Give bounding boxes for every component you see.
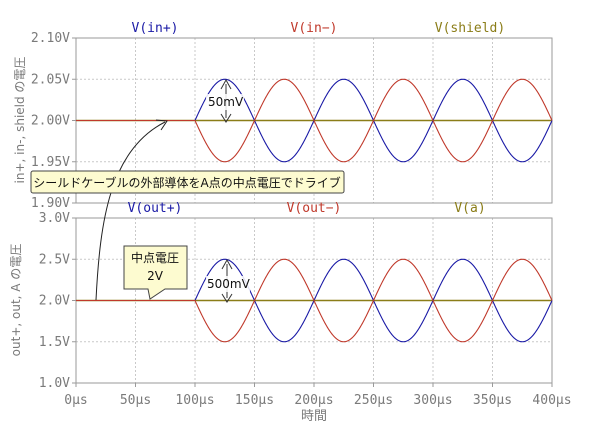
shield-note-text: シールドケーブルの外部導体をA点の中点電圧でドライブ [33,175,341,190]
y-tick-label: 2.00V [31,114,70,129]
x-tick-label: 300µs [413,393,452,408]
bottom-panel-y-label: out+, out, A の電圧 [9,244,23,357]
top-panel-y-label: in+, in-, shield の電圧 [13,57,27,184]
y-tick-label: 1.95V [31,155,70,170]
midpoint-note-value: 2V [147,269,164,283]
amplitude-annotation-top: 50mV [206,78,244,123]
legend-entry: V(a) [454,201,485,216]
legend-entry: V(in+) [132,21,179,36]
series-line [76,258,553,343]
x-tick-label: 100µs [175,393,214,408]
y-tick-label: 2.05V [31,72,70,87]
x-tick-label: 350µs [473,393,512,408]
series-line [76,78,553,163]
top-panel-series [76,78,553,163]
x-tick-label: 150µs [235,393,274,408]
x-tick-label: 250µs [354,393,393,408]
y-tick-label: 2.10V [31,31,70,46]
top-panel: 2.10V 2.05V 2.00V 1.95V 1.90V in+, in-, shie… [13,21,553,211]
amplitude-label-top: 50mV [208,95,244,109]
x-axis-ticks: 0µs 50µs 100µs 150µs 200µs 250µs 300µs 350µs 400… [64,383,572,408]
bottom-panel-series [76,258,553,343]
legend-entry: V(shield) [435,21,505,36]
x-tick-label: 400µs [532,393,571,408]
y-tick-label: 2.5V [39,252,70,267]
x-axis-label: 時間 [301,409,327,424]
x-tick-label: 0µs [64,393,87,408]
midpoint-note-title: 中点電圧 [131,250,179,265]
shield-note: シールドケーブルの外部導体をA点の中点電圧でドライブ [30,170,345,194]
y-tick-label: 3.0V [39,211,70,226]
top-panel-legend: V(in+) V(in−) V(shield) [132,21,506,36]
bottom-panel-legend: V(out+) V(out−) V(a) [128,201,486,216]
legend-entry: V(in−) [291,21,338,36]
bottom-panel-y-ticks: 3.0V 2.5V 2.0V 1.5V 1.0V [39,211,76,391]
legend-entry: V(out−) [287,201,342,216]
bottom-panel: 3.0V 2.5V 2.0V 1.5V 1.0V out+, out, A の電圧 V(… [9,201,553,391]
legend-entry: V(out+) [128,201,183,216]
top-panel-y-ticks: 2.10V 2.05V 2.00V 1.95V 1.90V [31,31,76,211]
x-tick-label: 200µs [294,393,333,408]
midpoint-note: 中点電圧 2V [123,245,188,300]
amplitude-annotation-bottom: 500mV [206,258,251,303]
amplitude-label-bottom: 500mV [207,277,251,291]
y-tick-label: 1.90V [31,196,70,211]
y-tick-label: 1.0V [39,376,70,391]
y-tick-label: 2.0V [39,294,70,309]
x-tick-label: 50µs [120,393,151,408]
y-tick-label: 1.5V [39,335,70,350]
